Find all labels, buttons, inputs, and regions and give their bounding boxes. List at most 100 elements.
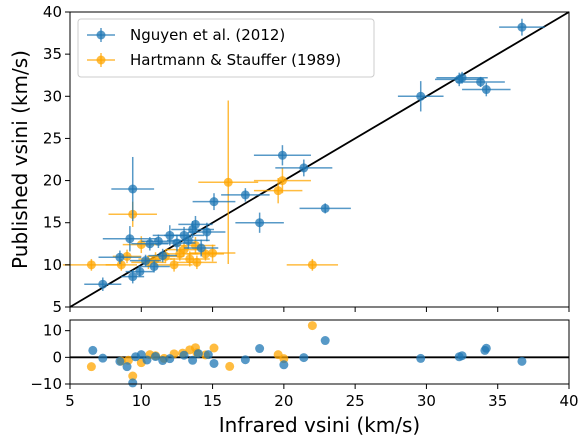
marker: [196, 243, 206, 253]
residual-point-hartmann-0: [86, 362, 96, 372]
marker: [320, 203, 330, 213]
legend-hartmann-marker: [96, 55, 106, 65]
residual-point-nguyen-12: [188, 355, 198, 365]
legend-entry-nguyen: Nguyen et al. (2012): [87, 26, 285, 44]
marker: [255, 218, 265, 228]
legend-hartmann-label: Hartmann & Stauffer (1989): [130, 51, 341, 69]
residual-point-nguyen-17: [255, 344, 265, 354]
marker: [190, 219, 200, 229]
main-axes-frame: [69, 11, 570, 308]
data-point-nguyen-30: [499, 18, 545, 36]
data-point-nguyen-8: [138, 260, 170, 273]
marker: [149, 262, 159, 272]
residual-point-nguyen-10: [165, 354, 175, 364]
data-point-hartmann-16: [198, 100, 259, 265]
data-point-nguyen-23: [275, 159, 333, 177]
marker: [209, 197, 219, 207]
residual-point-nguyen-13: [193, 349, 203, 359]
residual-point-nguyen-21: [416, 353, 426, 363]
marker: [273, 186, 283, 196]
residual-point-nguyen-23: [457, 351, 467, 361]
x-tick-label: 5: [65, 392, 75, 410]
marker: [240, 190, 250, 200]
marker: [136, 240, 146, 250]
residual-point-nguyen-3: [122, 362, 132, 372]
marker: [128, 184, 138, 194]
legend-frame: [77, 18, 375, 78]
data-point-nguyen-24: [299, 203, 351, 214]
x-tick-label: 40: [559, 392, 578, 410]
residual-point-nguyen-4: [128, 378, 138, 388]
data-point-hartmann-18: [253, 167, 311, 194]
marker: [457, 73, 467, 83]
residual-point-nguyen-0: [88, 345, 98, 355]
marker: [183, 235, 193, 245]
marker: [208, 248, 218, 258]
residual-point-nguyen-15: [209, 358, 219, 368]
residual-axes-frame: [69, 319, 570, 385]
data-point-nguyen-6: [129, 254, 162, 267]
x-axis-label: Infrared vsini (km/s): [219, 413, 420, 437]
legend-nguyen-marker: [96, 30, 106, 40]
marker: [122, 251, 132, 261]
data-point-hartmann-13: [176, 255, 217, 270]
main-plot-marks: [62, 11, 570, 308]
marker: [277, 176, 287, 186]
residual-point-nguyen-2: [115, 356, 125, 366]
marker: [169, 260, 179, 270]
main-y-ticks: 5 10 15 20 25 30 35 40: [43, 3, 70, 316]
x-tick-label: 25: [346, 392, 365, 410]
marker: [223, 177, 233, 187]
data-point-nguyen-2: [102, 226, 157, 252]
data-point-nguyen-28: [456, 76, 505, 88]
data-point-nguyen-16: [178, 215, 213, 233]
main-y-tick-label: 25: [43, 129, 62, 147]
data-point-nguyen-29: [462, 82, 511, 97]
x-ticks: 5 10 15 20 25 30 35 40: [65, 307, 579, 410]
data-point-nguyen-5: [125, 266, 155, 277]
residual-y-tick-label: −10: [30, 375, 62, 393]
main-y-tick-label: 10: [43, 256, 62, 274]
data-point-hartmann-19: [286, 258, 339, 271]
marker: [277, 150, 287, 160]
residual-point-nguyen-6: [136, 350, 146, 360]
marker: [116, 260, 126, 270]
marker: [476, 77, 486, 87]
x-tick-label: 20: [274, 392, 293, 410]
residual-point-nguyen-1: [98, 353, 108, 363]
marker: [158, 251, 168, 261]
legend-nguyen-label: Nguyen et al. (2012): [130, 26, 285, 44]
x-tick-label: 10: [132, 392, 151, 410]
y-axis-label: Published vsini (km/s): [8, 50, 32, 269]
residual-point-hartmann-15: [225, 361, 235, 371]
x-tick-label: 35: [488, 392, 507, 410]
marker: [202, 227, 212, 237]
residual-point-nguyen-11: [179, 350, 189, 360]
marker: [185, 254, 195, 264]
marker: [299, 163, 309, 173]
residual-point-hartmann-18: [307, 321, 317, 331]
data-point-nguyen-22: [253, 145, 311, 166]
data-point-nguyen-10: [148, 248, 177, 263]
data-point-nguyen-1: [98, 250, 142, 265]
data-point-hartmann-17: [253, 178, 303, 204]
data-point-nguyen-0: [84, 277, 122, 291]
data-point-nguyen-18: [188, 222, 226, 242]
marker: [115, 252, 125, 262]
residual-point-hartmann-3: [128, 371, 138, 381]
residual-point-nguyen-25: [481, 343, 491, 353]
residual-point-nguyen-16: [240, 355, 250, 365]
marker: [128, 272, 138, 282]
marker: [416, 91, 426, 101]
marker: [135, 267, 145, 277]
residual-panel: −10 0 10 5 10 15 20 25 30 35 40: [30, 307, 579, 410]
data-point-hartmann-8: [155, 258, 193, 272]
residual-point-nguyen-9: [158, 356, 168, 366]
data-point-hartmann-14: [186, 247, 224, 261]
residual-point-nguyen-18: [279, 360, 289, 370]
data-point-nguyen-14: [166, 231, 210, 249]
data-point-nguyen-25: [397, 81, 444, 112]
marker: [141, 256, 151, 266]
residual-point-nguyen-19: [299, 353, 309, 363]
